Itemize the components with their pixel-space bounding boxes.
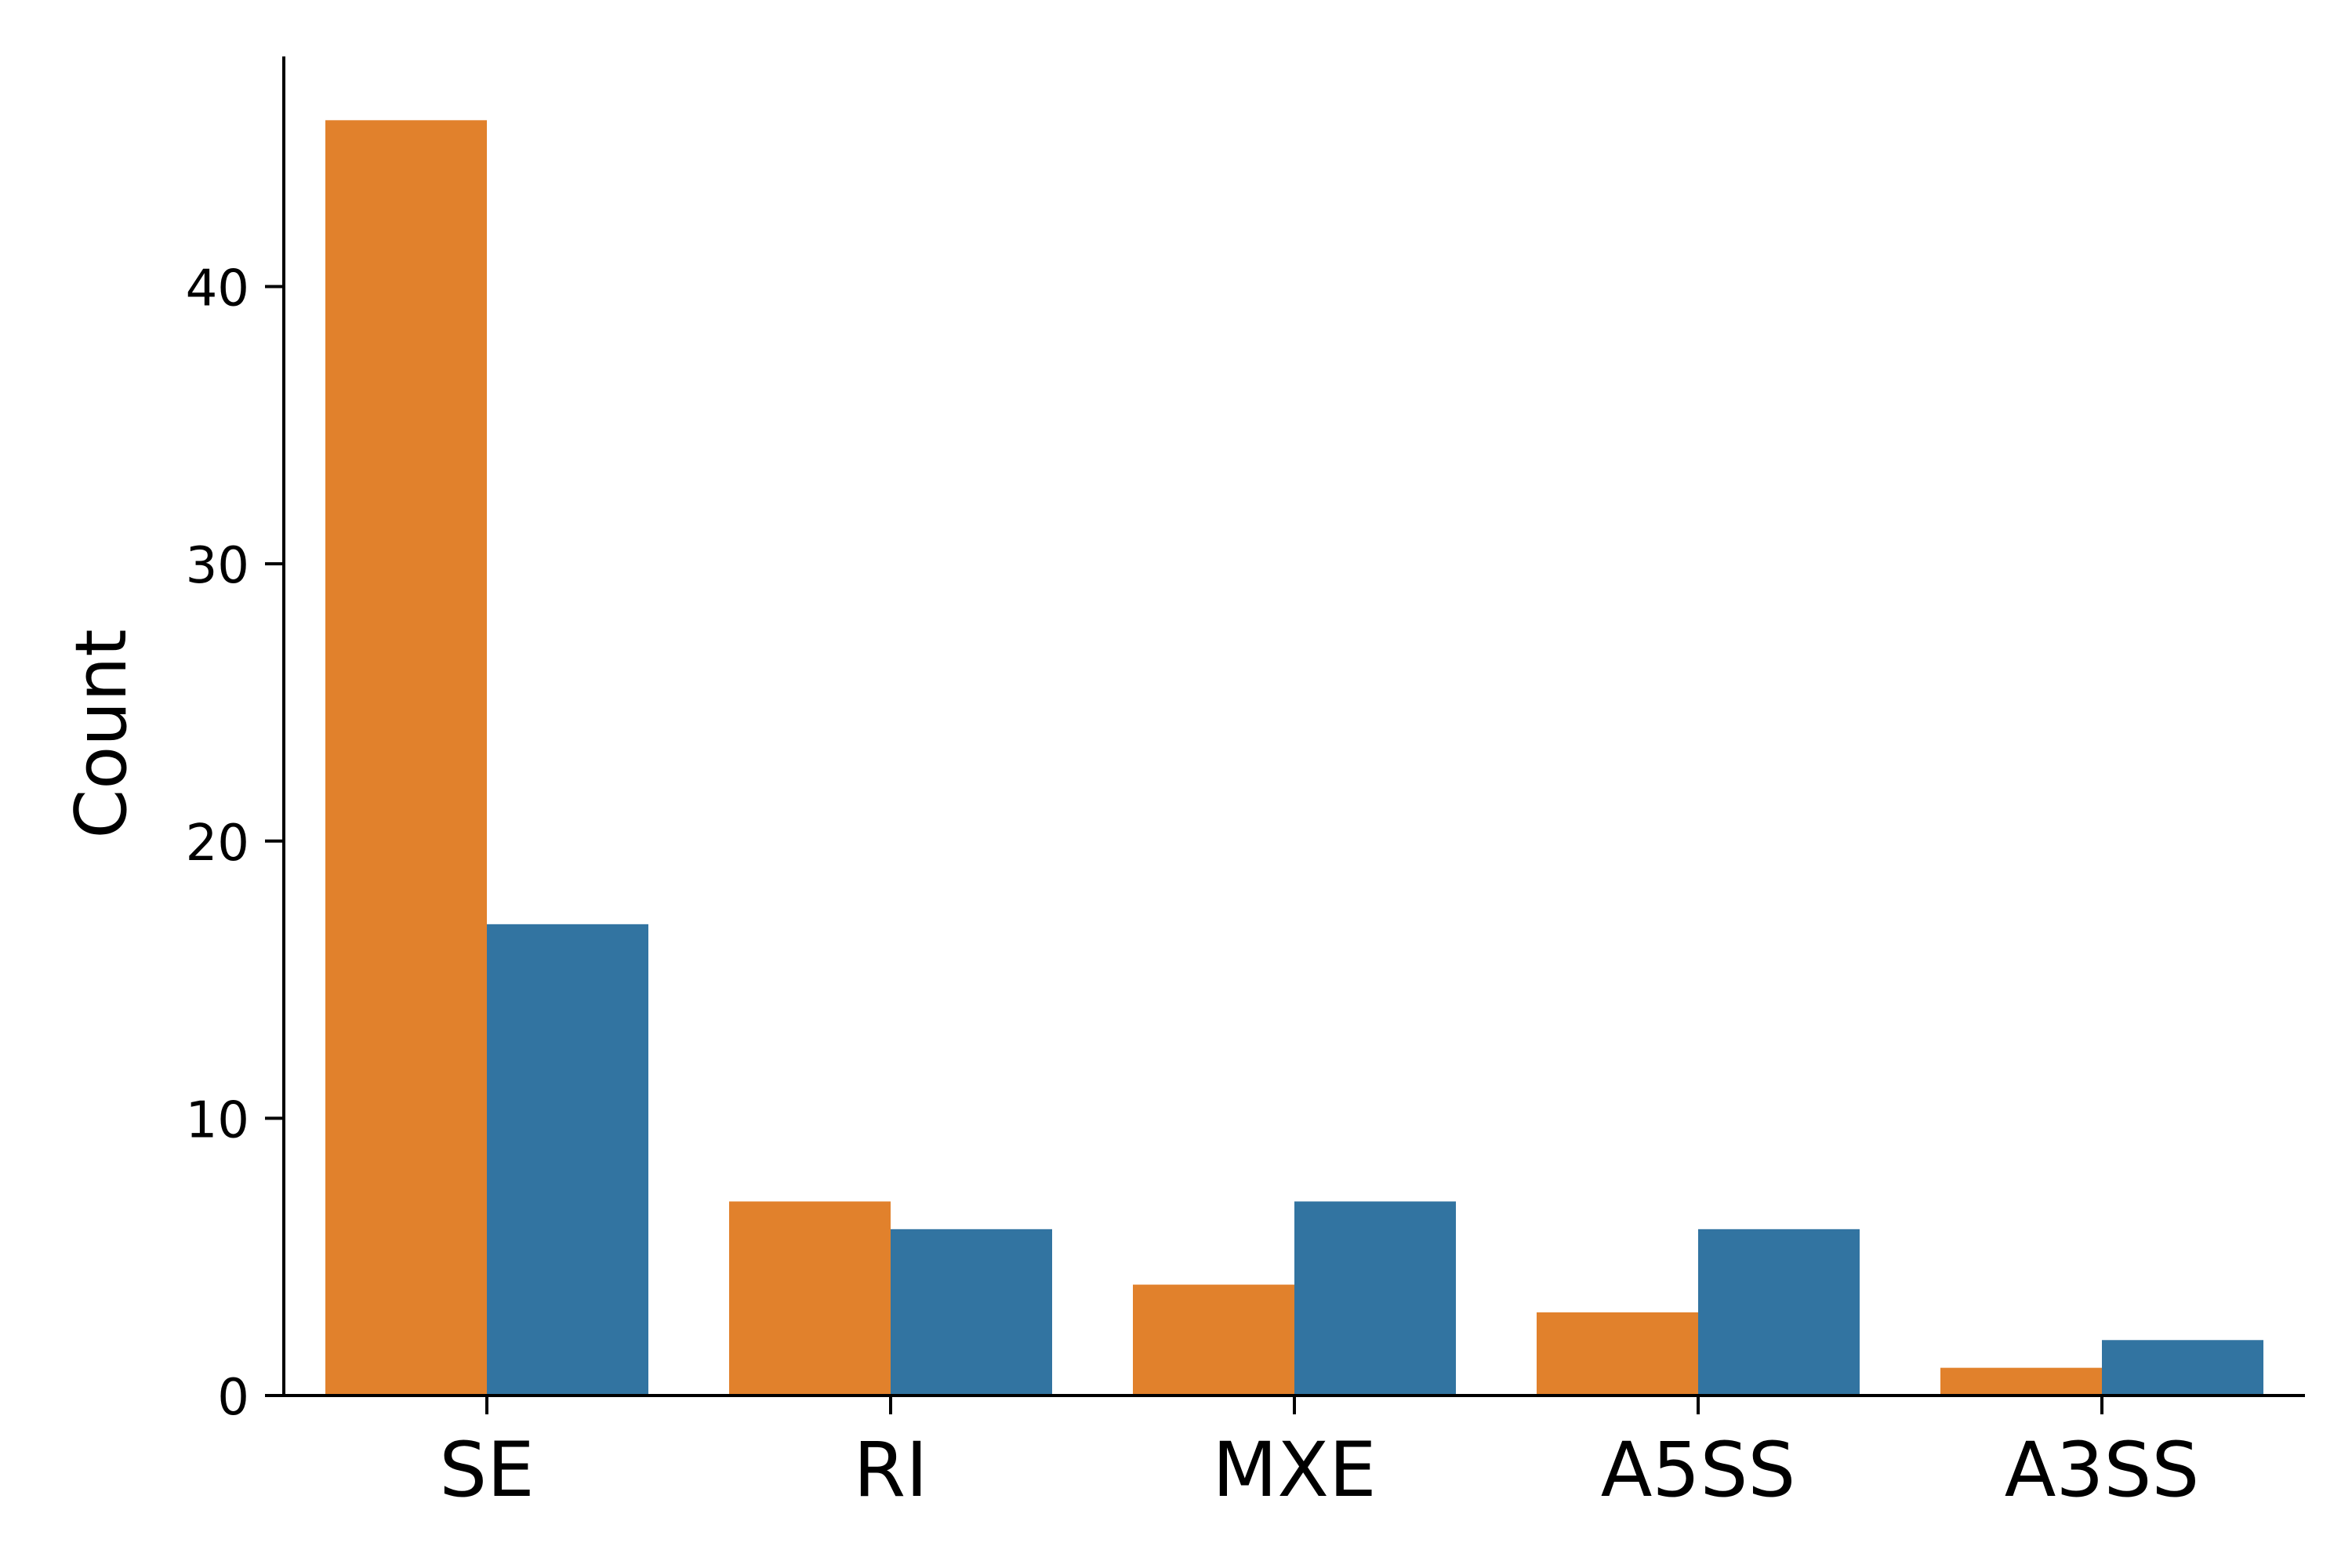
bar-ri-series-2 — [891, 1229, 1052, 1396]
y-tick-label-20: 20 — [186, 815, 249, 873]
bar-a3ss-series-1 — [1940, 1367, 2102, 1396]
y-tick-label-10: 10 — [186, 1091, 249, 1149]
x-tick-label-a3ss: A3SS — [2005, 1426, 2200, 1514]
x-axis: SE RI MXE A5SS A3SS — [282, 1394, 2305, 1514]
y-tick-label-40: 40 — [186, 260, 249, 318]
bar-a5ss-series-1 — [1537, 1312, 1698, 1396]
bar-a3ss-series-2 — [2102, 1340, 2263, 1396]
bar-mxe-series-1 — [1133, 1284, 1294, 1396]
bar-se-series-2 — [487, 924, 648, 1396]
x-tick-label-a5ss: A5SS — [1601, 1426, 1796, 1514]
y-axis: 0 10 20 30 40 — [186, 56, 285, 1427]
y-tick-label-0: 0 — [217, 1369, 249, 1427]
y-tick-label-30: 30 — [186, 537, 249, 595]
y-axis-title: Count — [60, 629, 143, 838]
x-tick-label-se: SE — [439, 1426, 535, 1514]
bar-se-series-1 — [325, 120, 487, 1396]
bars-group — [325, 120, 2263, 1396]
bar-a5ss-series-2 — [1698, 1229, 1860, 1396]
x-tick-label-mxe: MXE — [1212, 1426, 1376, 1514]
x-tick-label-ri: RI — [853, 1426, 927, 1514]
bar-mxe-series-2 — [1294, 1201, 1456, 1396]
bar-ri-series-1 — [729, 1201, 891, 1396]
